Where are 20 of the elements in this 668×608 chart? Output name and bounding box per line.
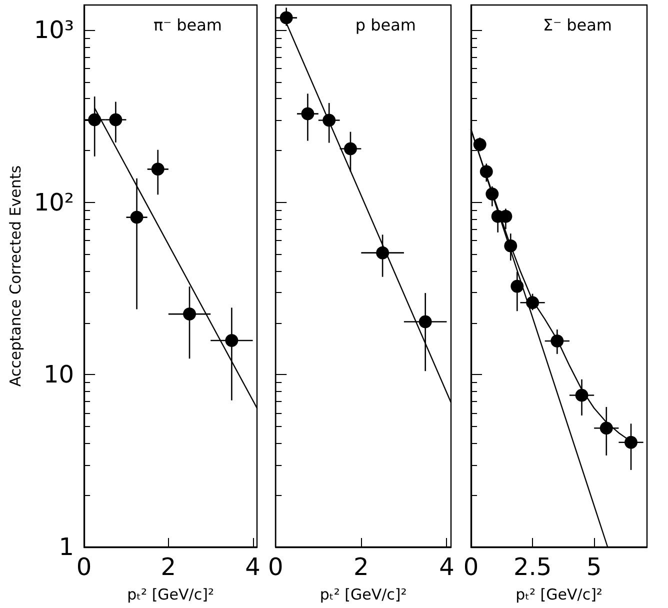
y-tick-label: 10² (34, 188, 74, 216)
x-tick-label: 5 (586, 553, 602, 581)
x-tick-label: 0 (76, 553, 92, 581)
x-tick-label: 2 (160, 553, 176, 581)
x-tick-label: 2.5 (513, 553, 552, 581)
x-tick-label: 2 (354, 553, 369, 581)
x-axis-title: pₜ² [GeV/c]² (320, 586, 407, 604)
y-tick-label: 10 (44, 360, 74, 389)
text: π⁻ beam (153, 16, 222, 34)
x-tick-label: 4 (245, 553, 260, 581)
x-tick-label: 4 (439, 553, 454, 581)
y-tick-label: 10³ (34, 16, 74, 44)
x-tick-label: 0 (268, 553, 284, 581)
text: Σ⁻ beam (542, 16, 612, 34)
y-tick-label: 1 (58, 533, 74, 561)
y-axis-title: Acceptance Corrected Events (6, 165, 24, 387)
x-tick-label: 0 (463, 553, 479, 581)
x-axis-title: pₜ² [GeV/c]² (516, 586, 602, 604)
text: p beam (355, 16, 416, 34)
x-axis-title: pₜ² [GeV/c]² (127, 586, 214, 604)
